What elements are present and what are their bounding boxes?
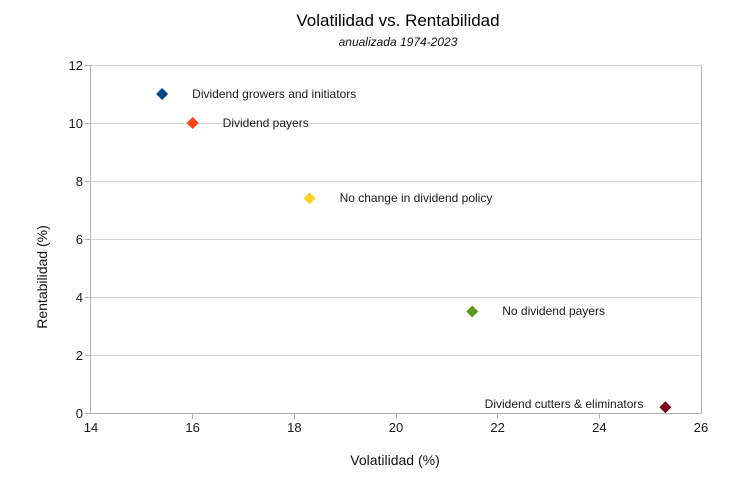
y-tick-label-6: 6 — [75, 231, 83, 247]
x-tick-22 — [497, 413, 499, 419]
x-tick-label-24: 24 — [592, 420, 607, 435]
y-tick-8 — [85, 180, 91, 182]
scatter-point-4 — [466, 305, 479, 318]
gridline-y-10 — [91, 122, 701, 124]
x-tick-24 — [598, 413, 600, 419]
x-tick-label-16: 16 — [185, 420, 200, 435]
y-tick-label-0: 0 — [75, 405, 83, 421]
y-tick-10 — [85, 122, 91, 124]
point-label-5: Dividend cutters & eliminators — [484, 396, 644, 411]
point-label-4: No dividend payers — [502, 304, 605, 318]
y-tick-label-8: 8 — [75, 173, 83, 189]
y-tick-label-2: 2 — [75, 347, 83, 363]
y-tick-4 — [85, 296, 91, 298]
y-tick-label-4: 4 — [75, 289, 83, 305]
x-tick-20 — [395, 413, 397, 419]
y-tick-12 — [85, 64, 91, 66]
chart-subtitle: anualizada 1974-2023 — [338, 35, 458, 49]
point-label-3: No change in dividend policy — [339, 190, 493, 205]
scatter-point-2 — [186, 117, 199, 129]
point-label-1: Dividend growers and initiators — [192, 86, 357, 101]
x-tick-label-26: 26 — [693, 420, 709, 435]
gridline-y-4 — [91, 296, 701, 298]
y-tick-label-12: 12 — [68, 57, 83, 73]
x-tick-16 — [192, 413, 194, 419]
point-label-2: Dividend payers — [222, 115, 309, 130]
x-axis-title: Volatilidad (%) — [350, 452, 440, 468]
x-tick-label-20: 20 — [388, 420, 404, 435]
gridline-y-6 — [91, 238, 701, 240]
x-tick-18 — [293, 413, 295, 419]
x-tick-label-22: 22 — [490, 420, 505, 435]
gridline-y-8 — [91, 180, 701, 182]
chart-title: Volatilidad vs. Rentabilidad — [296, 11, 500, 30]
scatter-point-5 — [659, 401, 672, 414]
y-tick-label-10: 10 — [68, 115, 83, 131]
gridline-y-2 — [91, 354, 701, 356]
y-tick-6 — [85, 238, 91, 240]
y-tick-0 — [85, 412, 91, 414]
x-tick-label-14: 14 — [83, 420, 99, 435]
plot-area: 0 2 4 6 8 10 12 14 16 18 20 22 24 26 Dividend growers … — [69, 59, 709, 435]
x-tick-label-18: 18 — [287, 420, 302, 435]
gridline-y-12 — [91, 64, 701, 66]
scatter-point-1 — [156, 88, 169, 100]
scatter-point-3 — [303, 192, 316, 205]
y-tick-2 — [85, 354, 91, 356]
